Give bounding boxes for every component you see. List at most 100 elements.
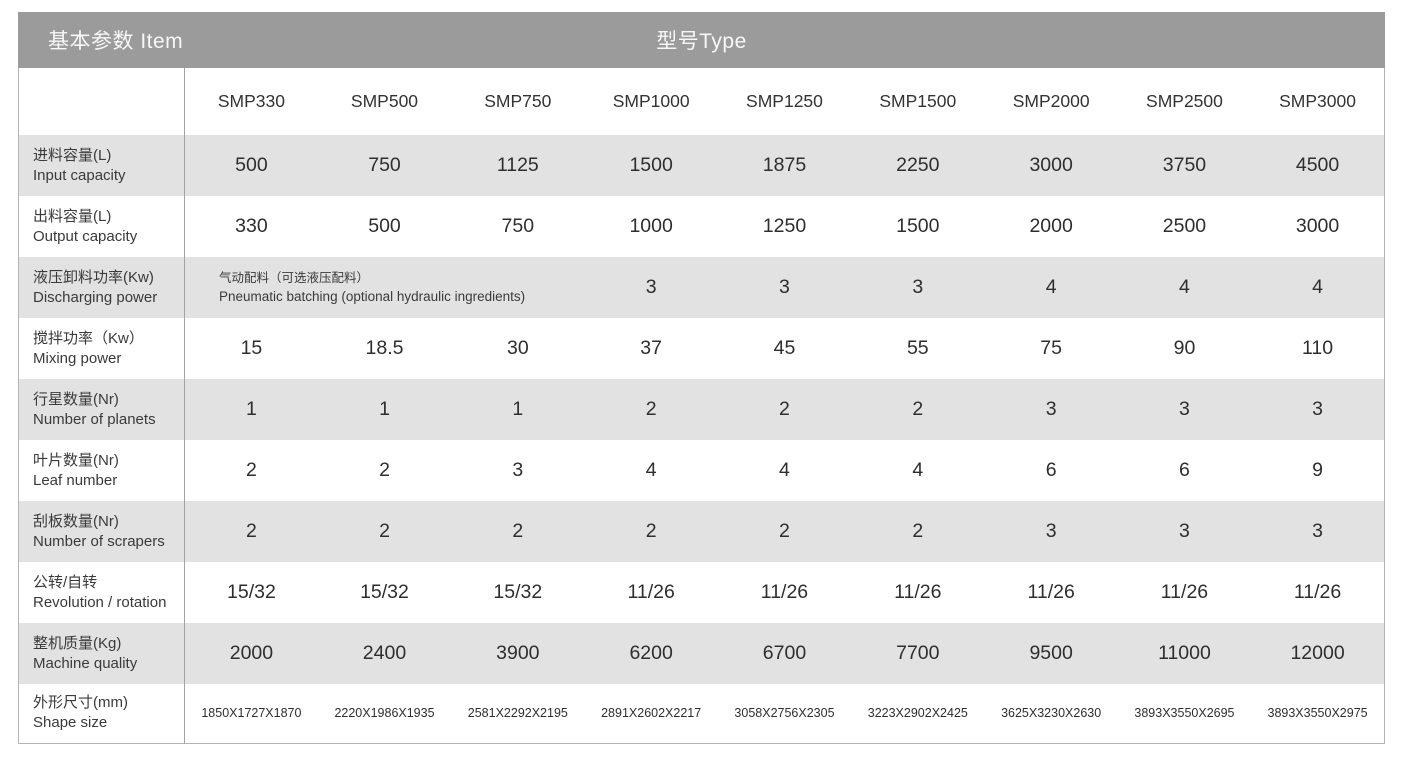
cell: 1500: [896, 215, 940, 237]
model-header: SMP1000: [612, 91, 690, 111]
row-label: 出料容量(L) Output capacity: [18, 196, 185, 257]
cell: 1875: [762, 154, 807, 176]
cell: 3223X2902X2425: [867, 706, 968, 721]
cell: 750: [501, 215, 535, 237]
cell: 90: [1173, 337, 1196, 359]
row-label-zh: 行星数量(Nr): [33, 390, 119, 408]
row-label-zh: 叶片数量(Nr): [33, 451, 119, 469]
cell: 11/26: [1293, 581, 1342, 603]
cell: 2000: [229, 642, 274, 664]
row-label: 搅拌功率（Kw） Mixing power: [18, 318, 185, 379]
row-label: 整机质量(Kg) Machine quality: [18, 623, 185, 684]
row-label-zh: 公转/自转: [33, 573, 98, 591]
row-label-en: Leaf number: [33, 471, 118, 489]
cell: 11/26: [1027, 581, 1075, 603]
cell: 30: [506, 337, 529, 359]
model-header: SMP1500: [879, 91, 957, 111]
cell: 37: [640, 337, 662, 359]
table-row-shape-size: 外形尺寸(mm) Shape size 1850X1727X1870 2220X…: [18, 684, 1385, 743]
model-header: SMP330: [217, 91, 285, 111]
cell: 7700: [896, 642, 940, 664]
cell: 3: [1179, 520, 1190, 542]
cell: 45: [773, 337, 796, 359]
table-row-number-of-planets: 行星数量(Nr) Number of planets 1 1 1 2 2 2 3…: [18, 379, 1385, 440]
row-label-en: Number of planets: [33, 410, 156, 428]
row-label-zh: 刮板数量(Nr): [33, 512, 119, 530]
cell: 750: [368, 154, 401, 176]
row-label-zh: 液压卸料功率(Kw): [33, 268, 154, 286]
cell: 3: [512, 459, 524, 481]
cell: 4: [1045, 276, 1057, 298]
cell: 2891X2602X2217: [601, 706, 702, 721]
cell: 3: [1179, 398, 1190, 420]
item-header: 基本参数 Item: [48, 30, 184, 53]
model-header: SMP2500: [1146, 91, 1223, 111]
model-header: SMP2000: [1012, 91, 1090, 111]
row-label-en: Discharging power: [33, 288, 158, 306]
cell: 4500: [1295, 154, 1340, 176]
table-row-leaf-number: 叶片数量(Nr) Leaf number 2 2 3 4 4 4 6 6 9: [18, 440, 1385, 501]
table-row-output-capacity: 出料容量(L) Output capacity 330 500 750 1000…: [18, 196, 1385, 257]
row-label: 公转/自转 Revolution / rotation: [18, 562, 185, 623]
row-label-zh: 外形尺寸(mm): [33, 694, 128, 712]
cell: 2: [912, 520, 924, 542]
row-label: 刮板数量(Nr) Number of scrapers: [18, 501, 185, 562]
cell: 9500: [1029, 642, 1073, 664]
cell: 11/26: [1160, 581, 1209, 603]
row-label: 进料容量(L) Input capacity: [18, 135, 185, 196]
model-header: SMP750: [484, 91, 552, 111]
cell: 3893X3550X2975: [1267, 706, 1368, 721]
cell: 2220X1986X1935: [334, 706, 435, 721]
cell: 12000: [1290, 642, 1345, 664]
pneumatic-note-cell: 气动配料（可选液压配料） Pneumatic batching (optiona…: [185, 257, 585, 318]
cell: 1500: [629, 154, 673, 176]
spec-table: 型号Type 基本参数 Item SMP330 SMP500 SMP750 SM…: [18, 12, 1385, 744]
cell: 4: [645, 459, 657, 481]
cell: 2581X2292X2195: [467, 706, 568, 721]
cell: 2: [245, 520, 257, 542]
model-header-row: SMP330 SMP500 SMP750 SMP1000 SMP1250 SMP…: [18, 68, 1385, 135]
cell: 2: [779, 520, 790, 542]
cell: 11000: [1158, 642, 1211, 664]
cell: 2400: [362, 642, 407, 664]
table-row-input-capacity: 进料容量(L) Input capacity 500 750 1125 1500…: [18, 135, 1385, 196]
row-label-zh: 出料容量(L): [33, 207, 112, 225]
cell: 3: [1312, 398, 1323, 420]
cell: 9: [1312, 459, 1323, 481]
table-row-discharging-power: 液压卸料功率(Kw) Discharging power 气动配料（可选液压配料…: [18, 257, 1385, 318]
cell: 3: [779, 276, 790, 298]
cell: 2: [645, 520, 657, 542]
cell: 3: [645, 276, 657, 298]
row-label-en: Shape size: [33, 714, 108, 732]
cell: 6: [1045, 459, 1057, 481]
row-label-en: Number of scrapers: [33, 532, 165, 550]
cell: 2: [645, 398, 657, 420]
row-label-zh: 进料容量(L): [33, 146, 112, 164]
row-label: 液压卸料功率(Kw) Discharging power: [18, 257, 185, 318]
cell: 500: [235, 154, 268, 176]
row-label-en: Output capacity: [33, 227, 138, 245]
pneumatic-note-en: Pneumatic batching (optional hydraulic i…: [219, 289, 526, 305]
table-row-revolution-rotation: 公转/自转 Revolution / rotation 15/32 15/32 …: [18, 562, 1385, 623]
cell: 2: [512, 520, 524, 542]
cell: 1250: [762, 215, 807, 237]
cell: 1: [379, 398, 390, 420]
row-label-en: Revolution / rotation: [33, 593, 167, 611]
cell: 4: [912, 459, 924, 481]
cell: 3893X3550X2695: [1134, 706, 1235, 721]
cell: 6200: [629, 642, 673, 664]
cell: 1: [245, 398, 257, 420]
cell: 110: [1302, 337, 1334, 359]
cell: 3058X2756X2305: [734, 706, 835, 721]
cell: 3: [1045, 398, 1057, 420]
row-label: 外形尺寸(mm) Shape size: [18, 684, 185, 743]
cell: 3000: [1295, 215, 1340, 237]
cell: 4: [1179, 276, 1190, 298]
spec-table-grid: SMP330 SMP500 SMP750 SMP1000 SMP1250 SMP…: [18, 68, 1385, 744]
cell: 1: [512, 398, 524, 420]
cell: 6700: [762, 642, 807, 664]
cell: 11/26: [760, 581, 809, 603]
cell: 2: [379, 520, 390, 542]
cell: 1850X1727X1870: [201, 706, 302, 721]
cell: 55: [906, 337, 929, 359]
